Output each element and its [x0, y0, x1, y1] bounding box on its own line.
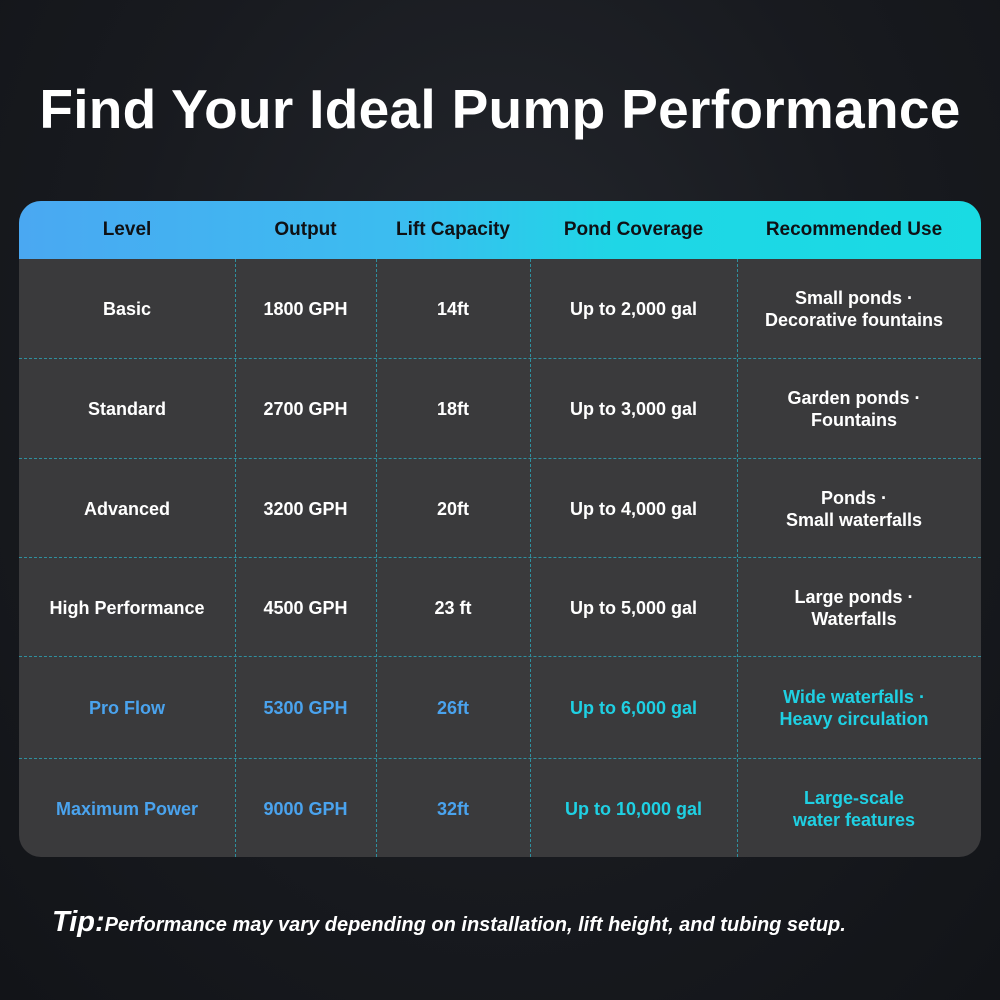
table-row: Standard 2700 GPH 18ft Up to 3,000 gal G…: [19, 358, 981, 459]
cell-lift: 23 ft: [434, 597, 472, 618]
cell-output: 5300 GPH: [263, 698, 348, 718]
cell-lift: 32ft: [436, 798, 469, 819]
cell-level: Pro Flow: [89, 698, 165, 718]
cell-level: Standard: [87, 399, 166, 419]
cell-output: 1800 GPH: [263, 298, 348, 319]
use-line: Fountains: [811, 410, 897, 430]
cell-lift: 18ft: [436, 399, 469, 419]
cell-coverage: Up to 6,000 gal: [569, 698, 698, 718]
table-body: Basic 1800 GPH 14ft Up to 2,000 gal Smal…: [19, 259, 981, 857]
table-row: Basic 1800 GPH 14ft Up to 2,000 gal Smal…: [19, 259, 981, 358]
cell-output: 9000 GPH: [263, 798, 348, 819]
cell-lift: 26ft: [436, 698, 469, 718]
cell-recommended-use: Garden ponds · Fountains: [737, 359, 971, 459]
page-title: Find Your Ideal Pump Performance: [39, 78, 961, 140]
cell-output: 3200 GPH: [263, 498, 348, 519]
use-line: Ponds ·: [821, 487, 887, 508]
use-line: Waterfalls: [811, 608, 897, 629]
cell-recommended-use: Small ponds · Decorative fountains: [737, 259, 971, 358]
cell-coverage: Up to 4,000 gal: [569, 498, 698, 519]
cell-output: 4500 GPH: [263, 597, 348, 618]
column-divider: [235, 259, 236, 857]
cell-level: High Performance: [49, 597, 205, 618]
table-row: Pro Flow 5300 GPH 26ft Up to 6,000 gal W…: [19, 656, 981, 759]
use-line: Small waterfalls: [785, 509, 923, 530]
header-recommended-use: Recommended Use: [765, 219, 943, 240]
header-lift-capacity: Lift Capacity: [395, 219, 511, 240]
use-line: Garden ponds ·: [787, 388, 921, 408]
tip-text: Performance may vary depending on instal…: [104, 914, 846, 936]
cell-recommended-use: Large-scale water features: [737, 759, 971, 857]
performance-table: Level Output Lift Capacity Pond Coverage…: [19, 201, 981, 857]
header-output: Output: [274, 219, 337, 240]
use-line: Small ponds ·: [794, 287, 913, 308]
cell-lift: 14ft: [436, 298, 469, 319]
cell-level: Maximum Power: [55, 798, 199, 819]
cell-coverage: Up to 5,000 gal: [569, 597, 698, 618]
cell-coverage: Up to 3,000 gal: [569, 399, 698, 419]
cell-coverage: Up to 10,000 gal: [564, 798, 703, 819]
cell-level: Basic: [102, 298, 152, 319]
table-row: Maximum Power 9000 GPH 32ft Up to 10,000…: [19, 758, 981, 857]
use-line: Wide waterfalls ·: [783, 687, 925, 707]
cell-recommended-use: Large ponds · Waterfalls: [737, 558, 971, 657]
cell-level: Advanced: [83, 498, 171, 519]
table-row: Advanced 3200 GPH 20ft Up to 4,000 gal P…: [19, 458, 981, 558]
column-divider: [737, 259, 738, 857]
cell-recommended-use: Wide waterfalls · Heavy circulation: [737, 657, 971, 759]
table-row: High Performance 4500 GPH 23 ft Up to 5,…: [19, 557, 981, 657]
cell-coverage: Up to 2,000 gal: [569, 298, 698, 319]
use-line: Large-scale: [803, 787, 905, 808]
cell-lift: 20ft: [436, 498, 469, 519]
use-line: Heavy circulation: [779, 709, 929, 729]
tip-label: Tip:: [52, 906, 105, 938]
use-line: Decorative fountains: [764, 309, 944, 330]
tip-note: Tip:Performance may vary depending on in…: [52, 906, 982, 939]
column-divider: [376, 259, 377, 857]
cell-recommended-use: Ponds · Small waterfalls: [737, 459, 971, 558]
use-line: water features: [792, 809, 916, 830]
column-divider: [530, 259, 531, 857]
header-level: Level: [102, 219, 152, 240]
use-line: Large ponds ·: [794, 586, 914, 607]
cell-output: 2700 GPH: [263, 399, 348, 419]
header-pond-coverage: Pond Coverage: [563, 219, 704, 240]
table-header: Level Output Lift Capacity Pond Coverage…: [19, 201, 981, 259]
